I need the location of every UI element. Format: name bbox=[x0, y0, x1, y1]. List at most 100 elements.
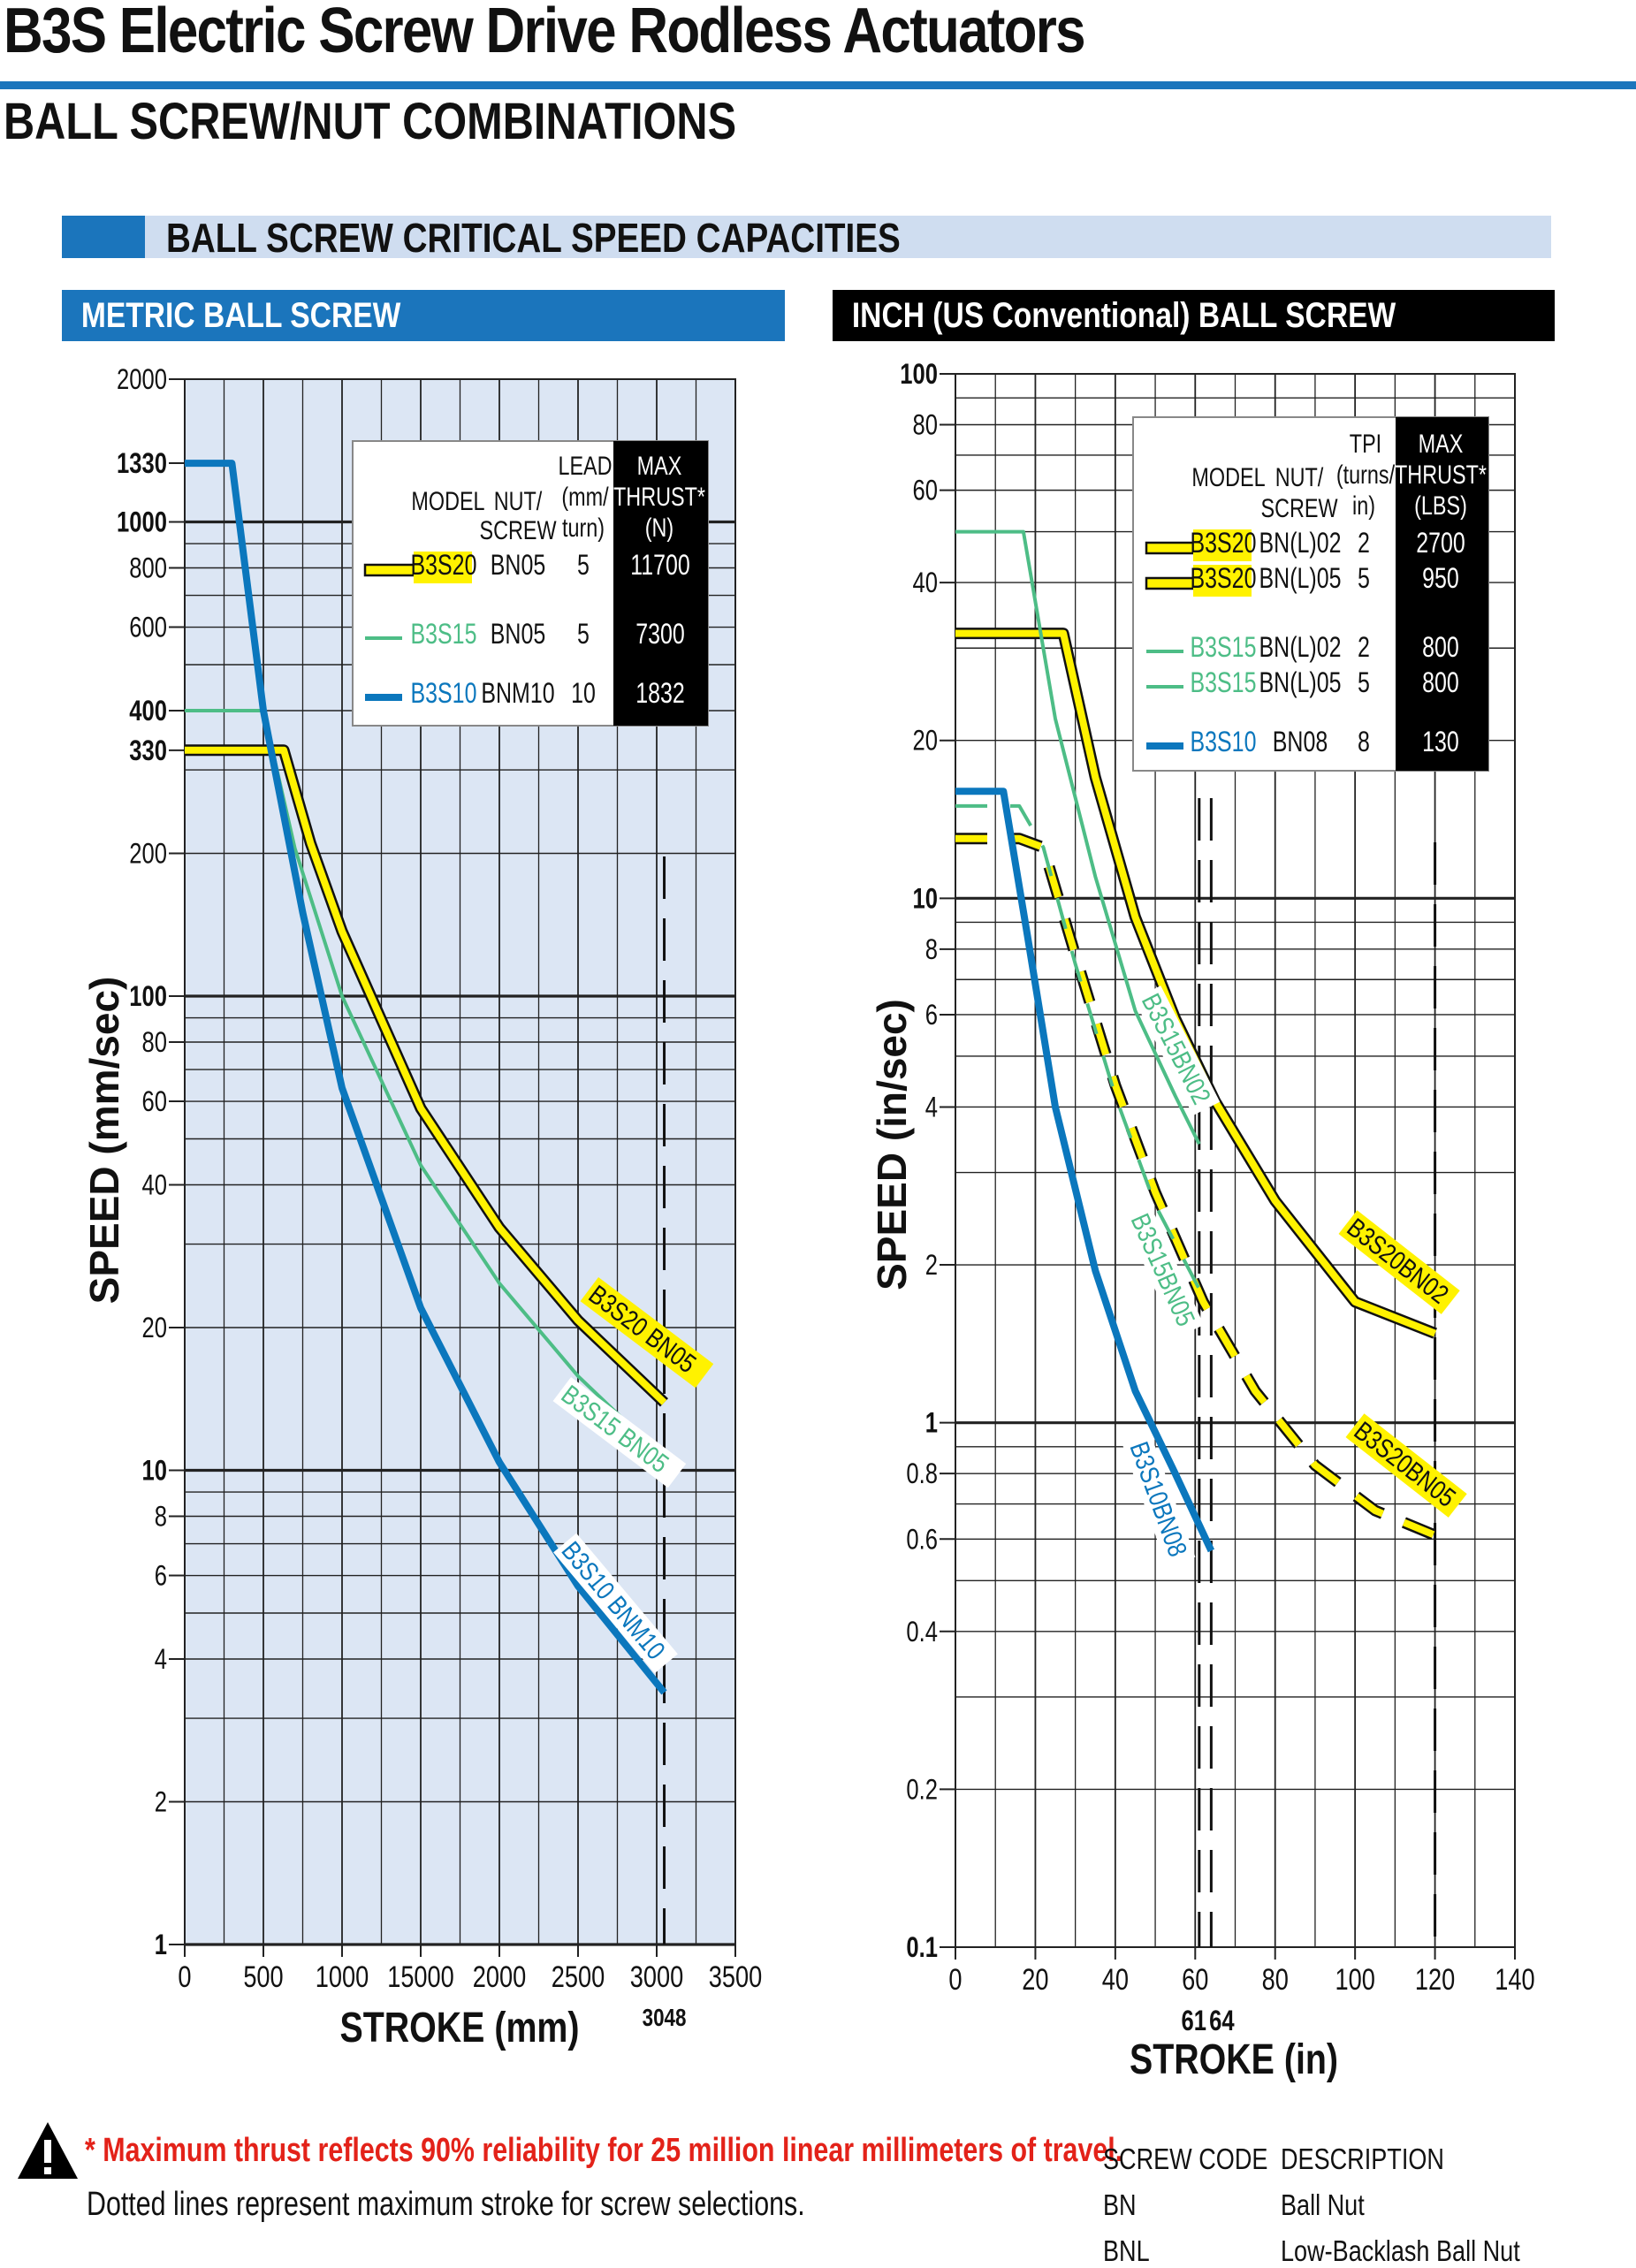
legend-model: B3S10 bbox=[1191, 727, 1257, 758]
screw-code-header: SCREW CODE bbox=[1103, 2142, 1268, 2175]
legend-model: B3S15 bbox=[1191, 667, 1257, 699]
metric-y-tick-label: 40 bbox=[142, 1170, 167, 1201]
legend-header-thrust-unit: (LBS) bbox=[1414, 491, 1467, 520]
legend-tpi: 5 bbox=[1358, 563, 1370, 595]
metric-legend-thrust-column bbox=[613, 441, 708, 726]
metric-x-tick-label: 0 bbox=[178, 1960, 191, 1994]
warning-icon bbox=[18, 2122, 78, 2179]
legend-header-thrust-unit: (N) bbox=[645, 513, 673, 542]
inch-y-tick-label: 100 bbox=[900, 359, 938, 390]
metric-x-tick-label: 2000 bbox=[473, 1960, 526, 1994]
metric-series-b3s20 bbox=[185, 746, 667, 1405]
series-label-bg bbox=[580, 1277, 714, 1389]
metric-x-tick-label: 15000 bbox=[387, 1960, 454, 1994]
title-rule bbox=[0, 81, 1636, 89]
legend-model-bg bbox=[1193, 529, 1252, 561]
inch-y-tick-label: 0.6 bbox=[906, 1525, 938, 1556]
footnote bbox=[0, 2117, 1636, 2263]
series-label-bg bbox=[1122, 1435, 1196, 1568]
inch-x-tick-label: 40 bbox=[1102, 1962, 1129, 1997]
legend-header-max: MAX bbox=[637, 451, 682, 480]
metric-y-tick-label: 1 bbox=[155, 1929, 167, 1960]
metric-y-tick-label: 1000 bbox=[117, 507, 167, 538]
legend-screw: BN08 bbox=[1273, 727, 1328, 758]
metric-y-tick-label: 100 bbox=[129, 981, 167, 1012]
legend-header-model: MODEL bbox=[1191, 462, 1265, 491]
legend-model: B3S10 bbox=[411, 678, 477, 710]
legend-header-tpi-unit: (turns/ bbox=[1336, 460, 1396, 489]
legend-screw: BN(L)02 bbox=[1259, 528, 1342, 559]
legend-screw: BN05 bbox=[491, 550, 545, 582]
legend-screw: BNM10 bbox=[481, 678, 554, 710]
metric-y-tick-label: 80 bbox=[142, 1027, 167, 1058]
inch-y-tick-label: 20 bbox=[913, 726, 938, 757]
inch-series-b3s10bn08 bbox=[955, 788, 1215, 1553]
inch-x-tick-label: 80 bbox=[1262, 1962, 1289, 1997]
inch-y-tick-label: 0.1 bbox=[906, 1932, 938, 1963]
page-title: B3S Electric Screw Drive Rodless Actuato… bbox=[4, 0, 1086, 66]
metric-series-b3s10 bbox=[185, 460, 667, 1695]
series-label-bg bbox=[1338, 1210, 1460, 1314]
inch-y-tick-label: 80 bbox=[913, 410, 938, 441]
inch-y-tick-label: 10 bbox=[913, 884, 938, 915]
legend-tpi: 5 bbox=[1358, 667, 1370, 699]
legend-thrust: 950 bbox=[1422, 563, 1459, 595]
inch-x-tick-label: 120 bbox=[1415, 1962, 1455, 1997]
inch-panel-title: INCH (US Conventional) BALL SCREW bbox=[851, 296, 1396, 335]
metric-panel-title: METRIC BALL SCREW bbox=[80, 296, 401, 335]
metric-x-axis-title: STROKE (mm) bbox=[339, 2004, 579, 2051]
legend-model: B3S15 bbox=[411, 619, 477, 651]
legend-swatch bbox=[363, 563, 418, 577]
inch-x-tick-label: 140 bbox=[1495, 1962, 1534, 1997]
legend-header-nut: NUT/ bbox=[494, 486, 543, 515]
legend-header-nut: NUT/ bbox=[1275, 462, 1324, 491]
series-label-bg bbox=[1345, 1413, 1467, 1518]
metric-x-tick-label: 1000 bbox=[316, 1960, 369, 1994]
legend-thrust: 1832 bbox=[635, 678, 685, 710]
inch-x-tick-label: 100 bbox=[1335, 1962, 1374, 1997]
metric-x-tick-label: 2500 bbox=[552, 1960, 605, 1994]
inch-panel-header: INCH (US Conventional) BALL SCREW bbox=[833, 290, 1555, 341]
metric-x-tick-label: 3000 bbox=[630, 1960, 683, 1994]
section-banner-accent bbox=[62, 216, 145, 258]
inch-y-tick-label: 0.2 bbox=[906, 1775, 938, 1806]
series-label-bg bbox=[552, 1377, 687, 1488]
legend-model: B3S20 bbox=[1191, 563, 1257, 595]
charts-canvas: 1246810204060801002003304006008001000133… bbox=[81, 359, 1535, 2083]
legend-tpi: 8 bbox=[1358, 727, 1370, 758]
metric-max-stroke-label: 3048 bbox=[643, 2005, 687, 2032]
metric-y-tick-label: 2000 bbox=[117, 364, 167, 395]
metric-y-tick-label: 600 bbox=[129, 613, 167, 643]
inch-x-axis-title: STROKE (in) bbox=[1130, 2036, 1338, 2083]
description-header: DESCRIPTION bbox=[1281, 2142, 1444, 2175]
metric-chart: 1246810204060801002003304006008001000133… bbox=[81, 364, 762, 2051]
description-bnl: Low-Backlash Ball Nut bbox=[1281, 2234, 1520, 2267]
legend-thrust: 800 bbox=[1422, 667, 1459, 699]
legend-model: B3S15 bbox=[1191, 632, 1257, 664]
metric-y-tick-label: 400 bbox=[129, 696, 167, 727]
inch-y-tick-label: 2 bbox=[925, 1250, 938, 1281]
page-subtitle: BALL SCREW/NUT COMBINATIONS bbox=[4, 93, 737, 150]
metric-y-axis-title: SPEED (mm/sec) bbox=[81, 977, 127, 1305]
legend-thrust: 7300 bbox=[635, 619, 685, 651]
dotted-lines-note: Dotted lines represent maximum stroke fo… bbox=[87, 2186, 805, 2223]
legend-screw: BN05 bbox=[491, 619, 545, 651]
inch-y-tick-label: 4 bbox=[925, 1092, 938, 1123]
metric-x-tick-label: 3500 bbox=[709, 1960, 762, 1994]
inch-y-tick-label: 0.8 bbox=[906, 1459, 938, 1490]
metric-panel-header: METRIC BALL SCREW bbox=[62, 290, 785, 341]
metric-y-tick-label: 8 bbox=[155, 1502, 167, 1533]
inch-y-tick-label: 0.4 bbox=[906, 1617, 938, 1648]
legend-model: B3S20 bbox=[411, 550, 477, 582]
metric-y-tick-label: 200 bbox=[129, 839, 167, 870]
legend-thrust: 11700 bbox=[630, 550, 690, 582]
inch-y-tick-label: 8 bbox=[925, 934, 938, 965]
legend-lead: 5 bbox=[577, 619, 590, 651]
metric-y-tick-label: 330 bbox=[129, 735, 167, 766]
legend-header-lead-unit2: turn) bbox=[562, 513, 605, 542]
inch-max-stroke-label-61: 61 bbox=[1182, 2005, 1206, 2036]
series-label-bg bbox=[553, 1533, 678, 1674]
screw-code-bn: BN bbox=[1103, 2188, 1137, 2221]
legend-tpi: 2 bbox=[1358, 528, 1370, 559]
legend-thrust: 800 bbox=[1422, 632, 1459, 664]
